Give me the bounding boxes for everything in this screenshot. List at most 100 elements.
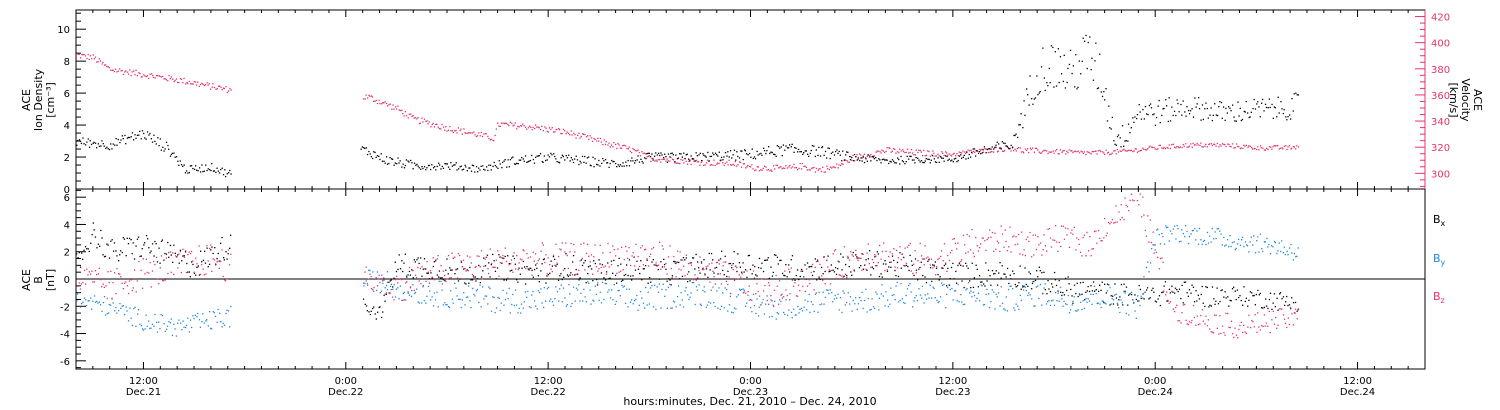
point-velocity [87, 53, 89, 56]
point-bz [435, 259, 437, 261]
point-density [138, 134, 140, 136]
point-bz [1022, 254, 1024, 256]
point-bz [613, 249, 615, 251]
point-by [1059, 286, 1062, 288]
point-density [1210, 107, 1212, 109]
point-by [1188, 236, 1191, 238]
point-bx [135, 245, 137, 247]
point-density [701, 160, 703, 162]
point-by [83, 297, 86, 299]
point-bz [1201, 309, 1204, 311]
point-velocity [900, 150, 902, 152]
point-bz [1240, 321, 1242, 323]
point-by [1120, 299, 1122, 301]
point-by [611, 289, 613, 291]
point-bx [622, 279, 624, 281]
point-velocity [727, 164, 729, 166]
point-by [833, 298, 836, 300]
point-bx [1184, 281, 1187, 283]
point-bz [526, 253, 528, 255]
point-by [182, 320, 184, 322]
point-bz [819, 263, 821, 265]
point-bx [1265, 305, 1268, 307]
point-density [1200, 119, 1202, 121]
point-by [706, 304, 709, 306]
point-by [1062, 305, 1064, 307]
point-density [368, 150, 370, 153]
point-velocity [101, 63, 103, 65]
point-by [629, 301, 632, 303]
point-bz [130, 279, 132, 281]
point-velocity [875, 151, 877, 153]
velocity-tick-label: 400 [1431, 39, 1450, 50]
point-density [1225, 107, 1227, 110]
point-density [1280, 101, 1282, 103]
point-density [1072, 65, 1074, 67]
point-velocity [97, 61, 99, 63]
point-bx [1245, 297, 1247, 299]
legend-bz: Bz [1433, 290, 1445, 305]
point-density [105, 147, 107, 150]
velocity-tick-label: 420 [1431, 13, 1450, 24]
point-by [887, 305, 889, 308]
point-density [791, 143, 793, 145]
point-bx [846, 275, 848, 277]
point-density [1155, 116, 1158, 119]
point-velocity [1163, 146, 1165, 149]
point-density [859, 159, 861, 162]
point-density [1239, 107, 1241, 109]
point-bx [528, 269, 530, 271]
point-by [852, 299, 854, 302]
point-by [151, 323, 154, 325]
point-by [431, 296, 433, 298]
point-density [1013, 134, 1015, 137]
point-velocity [993, 151, 995, 153]
point-by [1005, 296, 1007, 298]
point-density [1157, 105, 1159, 107]
point-by [710, 289, 712, 291]
point-bz [93, 281, 96, 283]
point-by [588, 282, 590, 284]
point-bz [827, 266, 829, 268]
point-velocity [852, 154, 854, 156]
point-bx [889, 261, 891, 263]
point-velocity [925, 154, 928, 157]
point-by [1105, 303, 1107, 305]
point-density [940, 156, 942, 158]
point-bx [947, 267, 949, 270]
point-velocity [948, 153, 950, 155]
point-bz [946, 270, 948, 272]
point-bz [1196, 315, 1198, 317]
point-by [736, 296, 738, 298]
point-density [375, 156, 377, 158]
point-by [724, 287, 726, 289]
point-velocity [1161, 147, 1163, 149]
point-by [919, 294, 922, 296]
point-velocity [421, 117, 423, 119]
point-by [1277, 250, 1279, 252]
point-bx [870, 274, 872, 276]
point-velocity [1183, 145, 1185, 147]
point-bx [1227, 296, 1229, 298]
point-density [879, 159, 881, 161]
point-density [757, 154, 759, 156]
point-bz [989, 229, 991, 231]
point-bz [891, 253, 893, 255]
point-bx [160, 240, 163, 242]
point-velocity [691, 158, 693, 161]
point-bx [641, 279, 643, 281]
point-by [98, 301, 100, 303]
point-velocity [475, 135, 477, 138]
point-bz [554, 264, 556, 266]
point-bx [1119, 296, 1121, 298]
point-velocity [1139, 150, 1141, 152]
point-by [621, 284, 623, 286]
point-velocity [605, 141, 607, 143]
point-density [932, 155, 934, 157]
point-by [800, 307, 803, 309]
point-bx [1027, 285, 1029, 287]
point-velocity [1076, 151, 1078, 153]
point-density [920, 160, 923, 162]
point-density [1150, 107, 1153, 109]
point-velocity [195, 84, 198, 86]
